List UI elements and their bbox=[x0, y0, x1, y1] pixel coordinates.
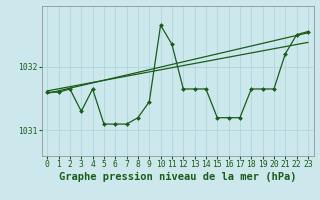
X-axis label: Graphe pression niveau de la mer (hPa): Graphe pression niveau de la mer (hPa) bbox=[59, 172, 296, 182]
